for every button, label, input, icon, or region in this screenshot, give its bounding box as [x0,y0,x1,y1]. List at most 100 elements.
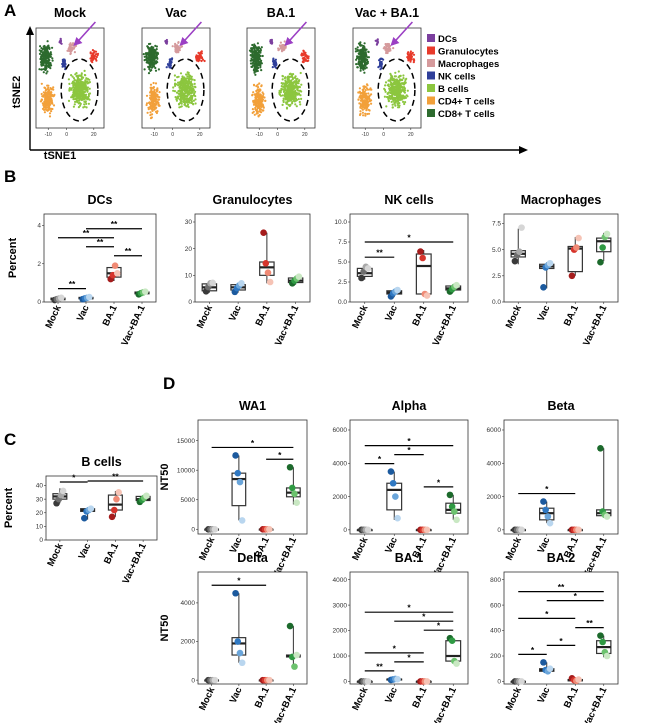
data-point [417,248,424,255]
tsne-cell-point [147,57,150,60]
tsne-cell-point [92,58,95,61]
tsne-cell-point [73,81,76,84]
tsne-cell-point [155,53,158,56]
tsne-cell-point [358,58,361,61]
tsne-cell-point [303,59,306,62]
tsne-cell-point [275,62,278,65]
tsne-cell-point [87,102,90,105]
tsne-cell-point [43,93,46,96]
tsne-cell-point [194,90,197,93]
tsne-cell-point [157,68,160,71]
tsne-cell-point [48,103,52,106]
tsne-cell-point [258,53,261,57]
chart-title: BA.2 [547,551,576,565]
y-tick-label: 30 [36,496,44,503]
data-point [288,484,296,492]
data-point [260,229,267,236]
y-tick-label: 0 [497,527,501,534]
tsne-cell-point [198,59,201,62]
tsne-cell-point [300,83,303,86]
legend-label: B cells [438,84,469,95]
significance-label: ** [586,618,593,628]
data-point [575,676,582,683]
data-point [546,665,554,673]
tsne-panel: Mock -10 0 20 Vac -10 0 20 BA.1 -10 0 20 Vac + BA.1 -… [35,6,422,138]
tsne-cell-point [365,105,369,108]
tsne-cell-point [52,104,56,107]
tsne-cell-point [47,61,50,64]
tsne-cell-point [387,91,391,94]
significance-label: * [559,636,563,646]
tsne-cell-point [168,61,171,64]
data-point [597,632,604,639]
tsne-cell-point [376,40,379,44]
x-tick-label: BA.1 [102,541,121,566]
tsne-cell-point [197,51,200,55]
tsne-cell-point [78,74,81,77]
data-point [114,270,121,277]
tsne-cell-point [52,86,55,89]
tsne-cell-point [388,96,391,99]
panel-label-b: B [4,167,16,186]
data-point [451,508,458,515]
legend-swatch [427,59,435,67]
box-group [539,659,555,675]
tsne-cell-point [402,94,405,97]
tsne-title: Vac + BA.1 [355,6,419,20]
tsne-cell-point [387,85,391,88]
tsne-cell-point [393,75,396,78]
tsne-cell-point [45,62,48,65]
tsne-cell-point [257,95,260,99]
tsne-cell-point [413,59,416,62]
y-tick-label: 20 [185,246,193,253]
x-tick-label: Mock [197,535,218,562]
tsne-cell-point [298,79,301,82]
tsne-cell-point [384,90,387,93]
tsne-cell-point [256,48,260,51]
tsne-cell-point [364,63,367,66]
tsne-cell-point [79,102,82,105]
tsne-cell-point [253,66,256,69]
dc-arrowhead-icon [284,37,294,46]
tsne-cell-point [402,74,405,77]
tsne-cell-point [43,86,46,89]
y-tick-label: 40 [36,483,44,490]
tsne-cell-point [151,52,154,55]
significance-label: * [545,609,549,619]
tsne-cell-point [88,81,91,84]
tsne-cell-point [64,63,67,66]
tsne-cell-point [83,103,86,106]
tsne-cell-point [295,105,298,108]
tsne-cell-point [403,91,406,94]
significance-brackets: * [211,576,267,586]
tsne-cell-point [256,62,259,65]
tsne-cell-point [389,72,392,75]
significance-label: ** [83,228,90,238]
legend-swatch [427,46,435,55]
tsne-cell-point [149,117,153,120]
panel-label-a: A [4,1,16,20]
tsne-cell-point [80,73,83,76]
tsne-cell-point [385,95,389,99]
tsne-cell-point [180,78,183,82]
tsne-cell-point [404,78,407,82]
tsne-cell-point [39,50,43,54]
tsne-cell-point [393,101,396,104]
tsne-cell-point [367,103,370,106]
tsne-cell-point [366,58,369,61]
tsne-cell-point [396,90,399,93]
tsne-cell-point [149,83,153,86]
y-tick-label: 3000 [333,602,348,609]
tsne-cell-point [356,66,359,69]
tsne-cell-point [174,84,177,87]
tsne-cell-point [188,92,191,95]
tsne-cell-point [189,88,192,91]
chart-title: Granulocytes [213,193,293,207]
significance-label: * [545,484,549,494]
tsne-cell-point [289,92,292,95]
chart-b-gran: Granulocytes 0 10 20 30 Mock Vac BA.1 Vac+BA.1 [185,193,311,348]
tsne-cell-point [360,44,363,47]
box-group [106,262,122,283]
significance-brackets: ******** [518,582,604,655]
